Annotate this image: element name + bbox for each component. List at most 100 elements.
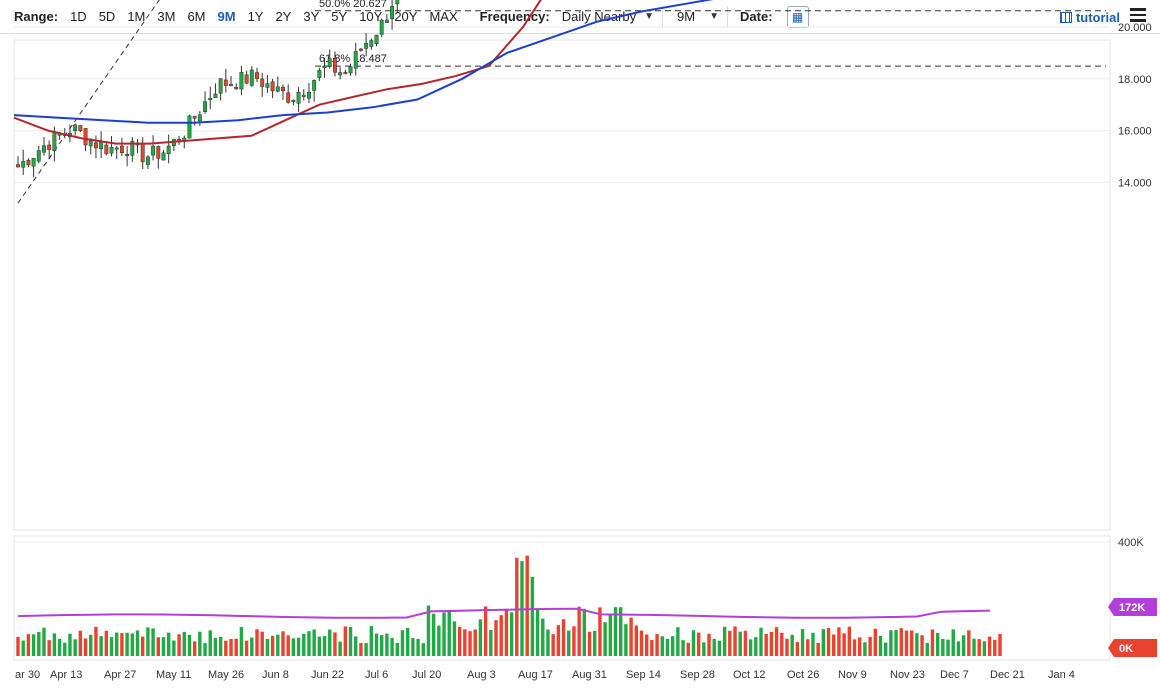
volume-bar-up (218, 636, 223, 656)
candle-up (379, 19, 384, 35)
date-label: Date: (740, 9, 773, 24)
x-tick-label: Dec 7 (940, 669, 969, 681)
range-label: Range: (14, 9, 59, 24)
volume-bar-up (676, 627, 680, 656)
volume-bar-up (151, 628, 155, 656)
volume-bar-down (795, 642, 800, 656)
volume-bar-down (468, 631, 472, 656)
range-1d-button[interactable]: 1D (70, 9, 87, 24)
range-max-button[interactable]: MAX (429, 9, 458, 24)
candle-down (332, 57, 337, 73)
volume-bar-up (99, 636, 103, 656)
candle-up (36, 150, 41, 162)
volume-bar-up (390, 637, 394, 656)
range-9m-button[interactable]: 9M (217, 9, 236, 24)
volume-bar-down (837, 627, 841, 656)
volume-bar-up (369, 626, 374, 656)
candle-up (114, 147, 119, 150)
candle-down (26, 159, 31, 166)
volume-bar-up (312, 629, 316, 656)
range-10y-button[interactable]: 10Y (359, 9, 383, 24)
volume-bar-down (967, 630, 971, 656)
candle-up (88, 140, 93, 147)
candle-up (291, 99, 296, 102)
candle-down (47, 144, 52, 150)
candle-up (218, 78, 223, 94)
volume-bar-down (644, 634, 649, 656)
volume-bar-down (920, 635, 924, 656)
range-5d-button[interactable]: 5D (98, 9, 116, 24)
volume-bar-down (977, 639, 981, 656)
volume-bar-up (821, 629, 826, 656)
candle-up (275, 86, 280, 92)
candle-up (145, 156, 150, 165)
volume-bar-down (333, 632, 337, 656)
volume-bar-down (909, 630, 914, 656)
volume-tag-shape (1108, 639, 1157, 657)
volume-bar-up (364, 643, 368, 656)
volume-bar-up (889, 630, 893, 656)
film-icon (1059, 12, 1072, 23)
volume-tag-shape (1108, 597, 1157, 616)
volume-bar-up (317, 636, 322, 656)
candle-down (244, 74, 249, 84)
range-1y-button[interactable]: 1Y (247, 9, 264, 24)
candle-up (301, 94, 306, 97)
range-5y-button[interactable]: 5Y (331, 9, 348, 24)
volume-bar-up (161, 637, 166, 656)
x-tick-label: Aug 17 (518, 669, 553, 681)
period-dropdown[interactable]: 9M ▼ (677, 9, 719, 24)
volume-bar-up (982, 641, 987, 656)
volume-bar-down (47, 640, 51, 656)
candle-down (234, 87, 239, 90)
volume-bar-down (556, 625, 561, 656)
volume-bar-up (208, 630, 212, 656)
volume-bar-up (265, 638, 270, 656)
volume-bar-up (73, 639, 77, 656)
volume-tag: 0K (1108, 639, 1157, 657)
volume-bar-down (868, 636, 872, 656)
volume-bar-up (738, 631, 742, 656)
candle-up (42, 145, 46, 153)
volume-bar-up (302, 633, 306, 656)
volume-bar-down (281, 631, 285, 656)
hamburger-menu-icon[interactable] (1130, 8, 1146, 22)
volume-bar-up (878, 635, 883, 656)
candle-down (281, 86, 285, 92)
tutorial-link[interactable]: tutorial (1059, 10, 1120, 25)
range-2y-button[interactable]: 2Y (275, 9, 292, 24)
volume-bar-up (239, 627, 244, 656)
x-tick-label: Sep 14 (626, 669, 661, 681)
volume-bar-down (26, 634, 31, 656)
volume-bar-down (515, 557, 519, 656)
volume-bar-up (790, 634, 794, 656)
volume-bar-up (665, 638, 670, 656)
volume-bar-up (130, 633, 135, 656)
volume-bar-up (431, 613, 436, 656)
candle-down (229, 84, 233, 87)
x-tick-label: Oct 12 (733, 669, 765, 681)
volume-bar-down (120, 633, 124, 656)
volume-bar-up (146, 627, 150, 656)
y-tick-label: 18.000 (1118, 74, 1152, 86)
volume-bar-up (883, 642, 888, 656)
volume-bar-up (322, 636, 327, 656)
candle-up (322, 65, 327, 68)
volume-bar-up (722, 626, 727, 656)
candle-up (317, 70, 322, 78)
volume-bar-down (104, 630, 109, 656)
volume-tick-label: 400K (1118, 537, 1144, 549)
frequency-dropdown[interactable]: Daily Nearby ▼ (562, 9, 654, 24)
range-3m-button[interactable]: 3M (157, 9, 176, 24)
volume-bar-down (904, 630, 909, 656)
candle-up (161, 152, 166, 161)
range-20y-button[interactable]: 20Y (394, 9, 418, 24)
range-1m-button[interactable]: 1M (127, 9, 146, 24)
candle-down (343, 72, 348, 75)
range-6m-button[interactable]: 6M (187, 9, 206, 24)
range-3y-button[interactable]: 3Y (303, 9, 320, 24)
volume-bar-down (83, 638, 88, 656)
volume-bar-up (348, 626, 353, 656)
volume-bar-up (296, 637, 301, 656)
